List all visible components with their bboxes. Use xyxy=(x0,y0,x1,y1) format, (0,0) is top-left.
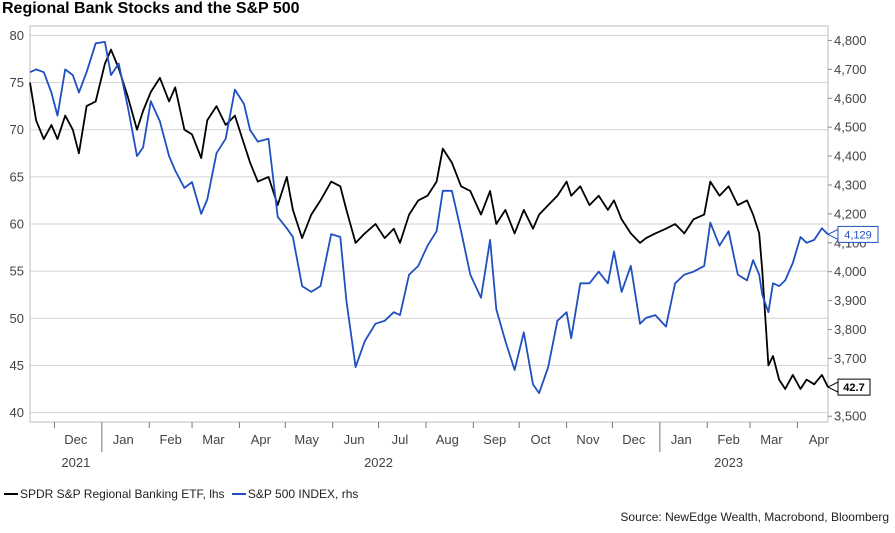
x-tick-label: May xyxy=(294,432,319,447)
x-tick-label: Jan xyxy=(671,432,692,447)
x-tick-label: Jul xyxy=(392,432,409,447)
x-tick-label: Jun xyxy=(344,432,365,447)
end-label-box xyxy=(837,225,879,243)
x-tick-label: Dec xyxy=(64,432,88,447)
y-tick-label-left: 70 xyxy=(10,122,24,137)
y-tick-label-right: 4,600 xyxy=(834,91,867,106)
x-year-label: 2021 xyxy=(61,455,90,470)
y-tick-label-left: 75 xyxy=(10,75,24,90)
y-tick-label-right: 3,500 xyxy=(834,409,867,424)
y-axis-left: 40 45 50 55 60 65 70 75 80 xyxy=(10,28,24,420)
x-tick-label: Jan xyxy=(113,432,134,447)
end-label-text: 42.7 xyxy=(843,382,864,394)
y-tick-label-left: 45 xyxy=(10,358,24,373)
legend-label: SPDR S&P Regional Banking ETF, lhs xyxy=(20,487,225,501)
x-year-label: 2023 xyxy=(714,455,743,470)
y-tick-label-left: 40 xyxy=(10,405,24,420)
source-note: Source: NewEdge Wealth, Macrobond, Bloom… xyxy=(620,510,889,524)
x-axis: Dec Jan Feb Mar Apr May Jun Jul Aug Sep Oct Nov Dec J… xyxy=(53,422,830,470)
x-tick-label: Aug xyxy=(436,432,459,447)
y-tick-label-right: 4,000 xyxy=(834,264,867,279)
end-label-text: 4,129 xyxy=(844,229,872,241)
end-labels: 42.7 4,129 xyxy=(826,225,879,396)
end-label-pointer xyxy=(826,228,839,241)
legend-item-sp500: S&P 500 INDEX, rhs xyxy=(231,487,359,501)
y-tick-label-left: 80 xyxy=(10,28,24,43)
x-tick-label: Nov xyxy=(576,432,600,447)
end-label-regional-bank-etf: 42.7 xyxy=(826,378,871,396)
plot-border xyxy=(29,25,829,423)
x-tick-label: Apr xyxy=(809,432,830,447)
y-tick-label-right: 4,700 xyxy=(834,62,867,77)
x-tick-label: Oct xyxy=(530,432,551,447)
x-tick-label: Dec xyxy=(622,432,646,447)
legend-item-regional-bank-etf: SPDR S&P Regional Banking ETF, lhs xyxy=(4,487,225,501)
y-tick-label-right: 3,900 xyxy=(834,293,867,308)
series-lines xyxy=(29,41,829,394)
y-tick-label-right: 4,400 xyxy=(834,149,867,164)
legend-swatch-blue xyxy=(231,493,246,495)
x-year-label: 2022 xyxy=(364,455,393,470)
y-tick-label-right: 4,300 xyxy=(834,177,867,192)
y-tick-label-right: 3,800 xyxy=(834,322,867,337)
grid-lines xyxy=(30,34,828,414)
end-label-box xyxy=(837,378,871,396)
y-tick-label-left: 65 xyxy=(10,169,24,184)
legend-label: S&P 500 INDEX, rhs xyxy=(247,487,359,501)
end-label-sp500: 4,129 xyxy=(826,225,879,243)
legend-swatch-black xyxy=(4,493,18,495)
plot-frame xyxy=(29,25,829,423)
y-tick-label-right: 4,500 xyxy=(834,120,867,135)
y-tick-label-right: 3,700 xyxy=(834,351,867,366)
y-tick-label-right: 4,800 xyxy=(834,33,867,48)
series-line-sp500 xyxy=(29,41,829,394)
x-tick-label: Mar xyxy=(760,432,783,447)
x-tick-label: Sep xyxy=(483,432,506,447)
chart-title: Regional Bank Stocks and the S&P 500 xyxy=(2,0,300,17)
y-tick-label-left: 50 xyxy=(10,311,24,326)
y-tick-label-left: 60 xyxy=(10,217,24,232)
y-tick-label-right: 4,200 xyxy=(834,206,867,221)
x-tick-label: Feb xyxy=(717,432,739,447)
x-tick-label: Apr xyxy=(251,432,272,447)
x-tick-label: Feb xyxy=(159,432,181,447)
series-line-regional-bank-etf xyxy=(29,48,829,390)
x-tick-label: Mar xyxy=(202,432,225,447)
end-label-pointer xyxy=(826,381,839,393)
legend: SPDR S&P Regional Banking ETF, lhs S&P 5… xyxy=(4,484,362,501)
y-tick-label-left: 55 xyxy=(10,264,24,279)
